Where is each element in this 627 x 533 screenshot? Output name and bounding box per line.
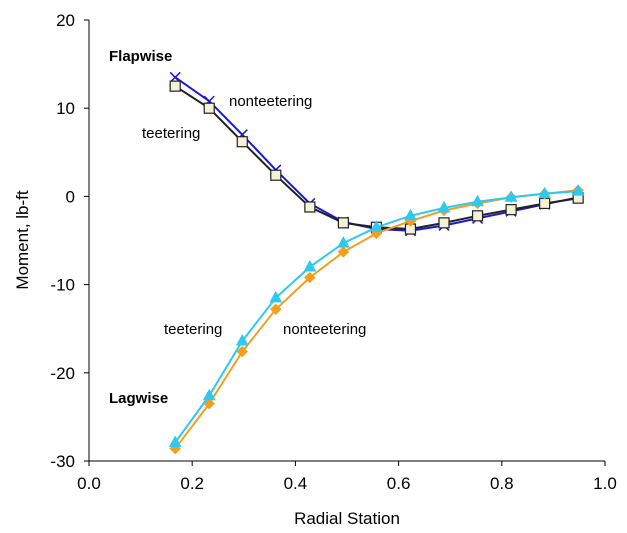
data-point	[538, 186, 551, 199]
data-point	[236, 345, 248, 358]
data-point	[270, 169, 282, 181]
data-point	[203, 397, 215, 410]
data-point	[437, 200, 451, 213]
x-tick-label: 1.0	[593, 474, 617, 493]
x-tick-label: 0.6	[387, 474, 411, 493]
data-point	[471, 194, 484, 207]
data-point	[337, 217, 349, 229]
y-tick-label: -20	[50, 364, 75, 383]
data-point	[370, 220, 383, 232]
axes	[88, 20, 605, 462]
data-point	[504, 190, 518, 202]
x-tick-label: 0.8	[490, 474, 514, 493]
y-tick-label: 10	[56, 99, 75, 118]
data-point	[236, 136, 248, 148]
data-point	[304, 201, 316, 213]
y-tick-label: -10	[50, 276, 75, 295]
data-point	[438, 217, 450, 229]
annotation-lagwise: Lagwise	[109, 390, 168, 407]
data-point	[303, 259, 317, 272]
data-point	[203, 102, 215, 114]
x-tick-label: 0.4	[284, 474, 308, 493]
series-lagwise-teetering	[168, 184, 585, 447]
data-point	[571, 184, 585, 196]
y-tick-label: 0	[66, 187, 75, 206]
data-point	[337, 236, 350, 248]
x-tick-label: 0.0	[77, 474, 101, 493]
data-point	[168, 435, 182, 447]
data-point	[235, 334, 249, 346]
annotation-lagwise-nonteetering: nonteetering	[283, 321, 366, 338]
ticks: 0.0 0.2 0.4 0.6 0.8 1.0 20 10 0 -10 -20 -30	[50, 11, 616, 493]
annotation-flapwise-nonteetering: nonteetering	[229, 93, 312, 110]
data-point	[404, 208, 417, 221]
x-tick-label: 0.2	[180, 474, 204, 493]
data-point	[539, 197, 551, 210]
data-point	[304, 271, 316, 284]
data-point	[202, 388, 216, 401]
data-point	[169, 80, 181, 92]
annotation-lagwise-teetering: teetering	[164, 321, 222, 338]
x-axis-title: Radial Station	[294, 509, 400, 528]
data-point	[505, 204, 517, 216]
y-axis-title: Moment, lb-ft	[13, 190, 32, 289]
annotation-flapwise: Flapwise	[109, 48, 172, 65]
data-point	[270, 303, 282, 316]
y-tick-label: -30	[50, 452, 75, 471]
data-point	[269, 290, 283, 303]
y-tick-label: 20	[56, 11, 75, 30]
data-point	[337, 246, 350, 258]
annotation-flapwise-teetering: teetering	[142, 125, 200, 142]
series-layer	[168, 71, 585, 455]
data-point	[471, 210, 484, 222]
